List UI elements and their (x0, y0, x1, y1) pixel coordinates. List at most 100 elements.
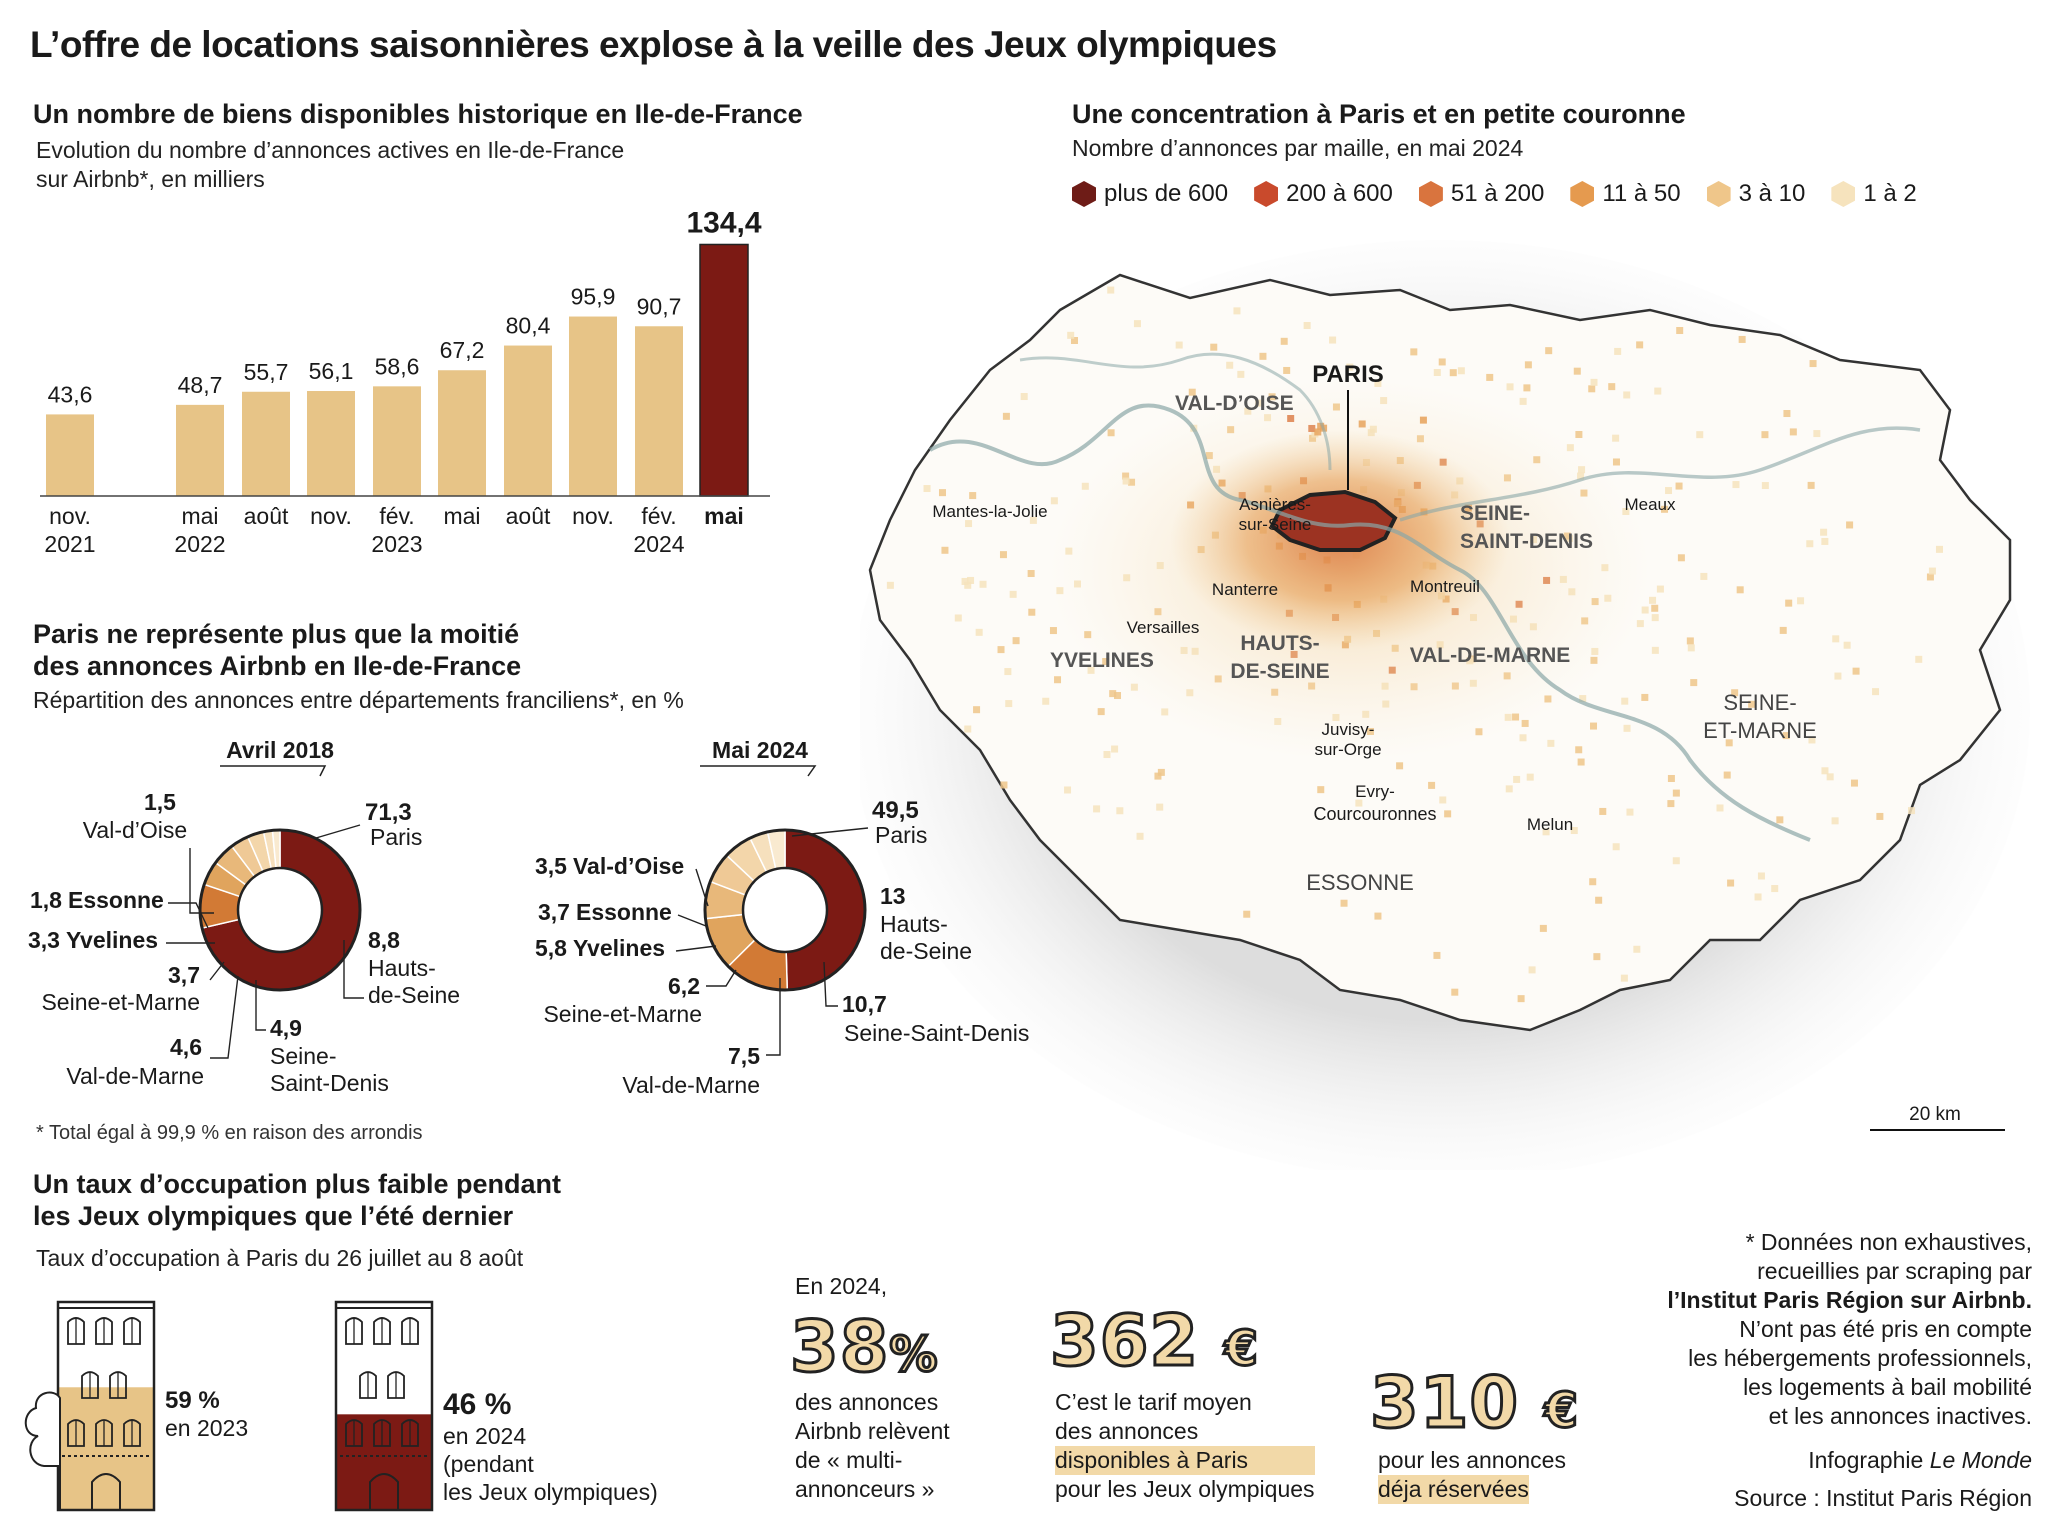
map-cell (1623, 724, 1631, 732)
label-montreuil: Montreuil (1410, 577, 1480, 596)
legend-hex-icon (1831, 181, 1856, 207)
map-cell (1027, 570, 1035, 578)
occupancy-fill (58, 1387, 154, 1510)
map-cell (1156, 803, 1164, 811)
bar-tick-label: août (244, 503, 289, 529)
map-heading: Une concentration à Paris et en petite c… (1072, 99, 1686, 129)
map-cell (938, 489, 946, 497)
map-cell (1002, 412, 1010, 420)
map-cell (1850, 779, 1858, 787)
donut-2018-sem-value: 3,7 (168, 962, 200, 988)
donut-2024-essonne-value: 3,7 Essonne (538, 899, 672, 925)
occupancy-heading-line2: les Jeux olympiques que l’été dernier (33, 1201, 514, 1231)
map-cell (1000, 781, 1008, 789)
map-cell (1656, 585, 1664, 593)
bar (373, 386, 421, 496)
map-cell (1303, 322, 1311, 330)
map-subtitle: Nombre d’annonces par maille, en mai 202… (1072, 135, 1524, 161)
map-cell (965, 520, 973, 528)
map-cell (1433, 951, 1441, 959)
map-cell (1806, 540, 1814, 548)
stat-38-number: 38% (788, 1306, 939, 1388)
map-cell (923, 485, 931, 493)
map-cell (1259, 352, 1267, 360)
map-cell (975, 628, 983, 636)
map-cell (1915, 655, 1923, 663)
map-cell (1725, 739, 1733, 747)
map-cell (1590, 378, 1598, 386)
map-cell (1651, 646, 1659, 654)
map-cell (1107, 429, 1115, 437)
footer-source: Source : Institut Paris Région (1734, 1485, 2032, 1511)
map-cell (1136, 832, 1144, 840)
map-cell (1519, 397, 1527, 405)
donut-2024-sem-name: Seine-et-Marne (543, 1001, 702, 1027)
stats-intro: En 2024, (795, 1273, 888, 1299)
map-cell (1928, 567, 1936, 575)
oise-river (1019, 352, 1332, 471)
label-seine-et-marne: SEINE-ET-MARNE (1703, 690, 1817, 743)
map-cell (1641, 693, 1649, 701)
map-cell (1641, 606, 1649, 614)
donut-2024-ssd-name: Seine-Saint-Denis (844, 1020, 1029, 1046)
map-cell (1783, 410, 1791, 418)
legend-hex-icon (1706, 181, 1731, 207)
map-cell (1651, 604, 1659, 612)
page-title: L’offre de locations saisonnières explos… (30, 24, 1277, 65)
map-cell (1233, 307, 1241, 315)
map-cell (1050, 497, 1058, 505)
map-cell (1451, 988, 1459, 996)
map-cell (1687, 644, 1695, 652)
map-cell (1621, 697, 1629, 705)
map-cell (1846, 521, 1854, 529)
donut-2024-title-underline (700, 765, 817, 777)
donut-2024-valdoise-value: 3,5 Val-d’Oise (535, 853, 684, 879)
label-mantes: Mantes-la-Jolie (932, 502, 1047, 521)
map-cell (1590, 722, 1598, 730)
map-cell (1175, 341, 1183, 349)
label-asnieres: Asnières-sur-Seine (1239, 495, 1312, 534)
map-cell (1020, 393, 1028, 401)
bar-value-label: 56,1 (309, 358, 354, 384)
map-cell (1738, 335, 1746, 343)
map-cell (1727, 879, 1735, 887)
label-essonne: ESSONNE (1306, 870, 1414, 895)
map-cell (1439, 796, 1447, 804)
map-cell (1523, 384, 1531, 392)
bar-tick-label-year: 2024 (633, 531, 684, 557)
map-cell (1438, 358, 1446, 366)
map-cell (1064, 786, 1072, 794)
map-cell (1807, 481, 1815, 489)
label-hauts-de-seine: HAUTS-DE-SEINE (1230, 632, 1329, 683)
map-cell (1908, 807, 1916, 815)
footer-note: * Données non exhaustives, recueillies p… (1667, 1229, 2032, 1429)
map-cell (1029, 516, 1037, 524)
map-cell (1575, 746, 1583, 754)
bar-tick-label-year: 2022 (174, 531, 225, 557)
map-cell (1340, 899, 1348, 907)
bar-value-label: 95,9 (571, 284, 616, 310)
bar-tick-label: nov. (572, 503, 614, 529)
tree-icon (24, 1391, 61, 1511)
bar-tick-label: fév. (379, 503, 414, 529)
occupancy-2024-label: en 2024 (pendant les Jeux olympiques) (443, 1423, 658, 1505)
map-cell (1782, 732, 1790, 740)
legend-item: 51 à 200 (1418, 180, 1544, 208)
map-cell (1433, 368, 1441, 376)
map-cell (1539, 924, 1547, 932)
bar (569, 316, 617, 496)
map-cell (1355, 799, 1363, 807)
bar-chart-subtitle: Evolution du nombre d’annonces actives e… (36, 136, 624, 194)
donut-2024-hds-name: Hauts-de-Seine (880, 911, 972, 964)
stat-310-number: 310 € (1368, 1362, 1579, 1444)
map-cell (1612, 843, 1620, 851)
bar-chart-heading: Un nombre de biens disponibles historiqu… (33, 99, 803, 129)
donut-heading-line1: Paris ne représente plus que la moitié (33, 619, 520, 649)
map-cell (1826, 773, 1834, 781)
bar-chart-subtitle-line2: sur Airbnb*, en milliers (36, 166, 265, 192)
map-cell (1926, 573, 1934, 581)
bar-tick-label: fév. (641, 503, 676, 529)
map-cell (1667, 800, 1675, 808)
occupancy-subtitle: Taux d’occupation à Paris du 26 juillet … (36, 1245, 524, 1271)
donut-subtitle: Répartition des annonces entre départeme… (33, 687, 684, 713)
